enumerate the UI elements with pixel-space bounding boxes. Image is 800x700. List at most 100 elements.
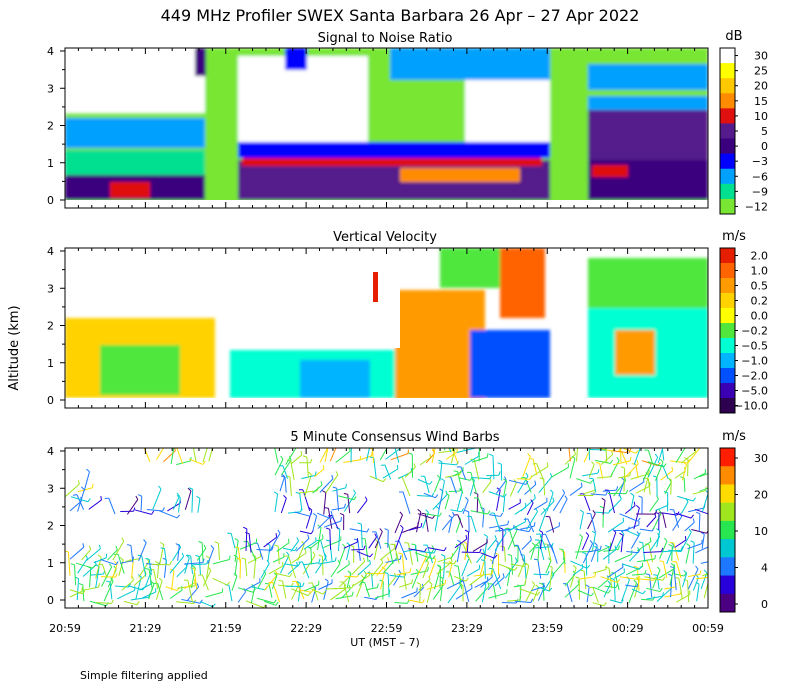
wind-barb-flag bbox=[427, 566, 429, 571]
wind-barb-flag bbox=[158, 485, 162, 490]
wind-barb-flag bbox=[310, 530, 314, 535]
wind-barb-staff bbox=[444, 495, 450, 510]
wind-barb-staff bbox=[190, 555, 194, 575]
wind-barb-flag bbox=[654, 510, 658, 515]
wind-barb-staff bbox=[455, 588, 473, 600]
y-tick-label: 3 bbox=[47, 82, 54, 95]
y-tick-label: 0 bbox=[47, 194, 54, 207]
wind-barb-flag bbox=[387, 557, 390, 562]
x-tick-label: 22:59 bbox=[371, 622, 403, 635]
wind-barb-flag bbox=[300, 450, 303, 456]
wind-barb-flag bbox=[286, 551, 290, 556]
wind-barb-staff bbox=[504, 560, 518, 579]
wind-barb-staff bbox=[100, 559, 117, 566]
wind-barb-flag bbox=[514, 525, 518, 530]
vv-region-top-green bbox=[440, 248, 500, 288]
wind-barb-staff bbox=[698, 473, 708, 478]
wind-barb-staff bbox=[641, 460, 659, 467]
wind-barb-staff bbox=[290, 460, 295, 480]
wind-barb-staff bbox=[647, 461, 664, 468]
wind-barb-staff bbox=[271, 575, 278, 590]
wind-barb-flag bbox=[353, 496, 357, 501]
wind-barb-flag bbox=[594, 545, 599, 549]
wind-barb-staff bbox=[538, 540, 545, 561]
wind-barb-flag bbox=[346, 542, 351, 546]
colorbar-label: 0.5 bbox=[751, 280, 769, 293]
wind-barb-staff bbox=[417, 478, 430, 485]
panel-title-vertical-velocity: Vertical Velocity bbox=[333, 230, 437, 245]
wind-barb-staff bbox=[417, 494, 433, 497]
wind-barb-staff bbox=[631, 588, 644, 595]
wind-barb-flag bbox=[648, 469, 650, 474]
wind-barb-staff bbox=[156, 448, 165, 460]
wind-barb-flag bbox=[92, 564, 96, 569]
wind-barb-flag bbox=[659, 587, 663, 592]
wind-barb-flag bbox=[297, 562, 301, 567]
wind-barb-staff bbox=[471, 477, 490, 480]
wind-barb-staff bbox=[375, 531, 382, 549]
wind-barb-flag bbox=[619, 532, 624, 536]
y-tick-label: 1 bbox=[47, 157, 54, 170]
wind-barb-flag bbox=[464, 529, 469, 533]
wind-barb-staff bbox=[614, 572, 620, 591]
wind-barb-flag bbox=[369, 559, 371, 564]
panel-title-snr: Signal to Noise Ratio bbox=[318, 31, 453, 46]
wind-barb-staff bbox=[417, 554, 428, 576]
wind-barb-staff bbox=[625, 584, 637, 588]
wind-barb-flag bbox=[108, 563, 113, 568]
wind-barb-staff bbox=[621, 524, 639, 533]
vv-heatmap bbox=[65, 248, 708, 408]
x-tick-label: 23:29 bbox=[451, 622, 483, 635]
colorbar-swatch bbox=[720, 484, 735, 504]
wind-barb-staff bbox=[703, 581, 708, 599]
colorbar-label: 25 bbox=[754, 65, 768, 78]
wind-barb-staff bbox=[268, 583, 273, 598]
wind-barb-staff bbox=[417, 513, 433, 519]
wind-barb-staff bbox=[488, 592, 507, 599]
vv-region-lower-mid-blue bbox=[300, 360, 370, 398]
wind-barb-staff bbox=[282, 580, 287, 599]
wind-barb-staff bbox=[424, 476, 430, 494]
wind-barb-staff bbox=[621, 563, 640, 570]
colorbar-swatch bbox=[720, 93, 735, 109]
wind-barb-flag bbox=[369, 553, 374, 558]
wind-barb-flag bbox=[454, 564, 459, 567]
wind-barb-flag bbox=[296, 537, 300, 542]
vv-gap-center bbox=[230, 248, 400, 348]
wind-barb-flag bbox=[404, 542, 409, 544]
wind-barb-flag bbox=[489, 453, 494, 457]
wind-barb-staff bbox=[274, 493, 279, 513]
colorbar-unit: m/s bbox=[722, 429, 746, 444]
wind-barb-staff bbox=[320, 540, 327, 562]
wind-barb-flag bbox=[186, 554, 191, 557]
panel-title-wind-barbs: 5 Minute Consensus Wind Barbs bbox=[290, 430, 499, 445]
wind-barb-staff bbox=[112, 540, 125, 561]
wind-barb-flag bbox=[443, 547, 447, 552]
wind-barb-staff bbox=[346, 573, 352, 588]
wind-barb-staff bbox=[318, 560, 336, 565]
wind-barb-flag bbox=[631, 434, 632, 438]
colorbar-swatch bbox=[720, 293, 735, 309]
wind-barb-staff bbox=[698, 513, 701, 532]
wind-barb-staff bbox=[172, 495, 180, 510]
wind-barb-flag bbox=[343, 584, 347, 589]
wind-barb-staff bbox=[546, 492, 554, 512]
wind-barb-flag bbox=[524, 562, 527, 567]
wind-barb-staff bbox=[470, 472, 477, 494]
wind-barb-staff bbox=[325, 474, 339, 494]
wind-barb-flag bbox=[434, 494, 439, 499]
wind-barb-staff bbox=[343, 459, 361, 463]
wind-barb-staff bbox=[681, 501, 689, 514]
wind-barb-flag bbox=[313, 512, 317, 517]
wind-barb-staff bbox=[633, 507, 640, 530]
wind-barb-flag bbox=[273, 491, 278, 495]
wind-barb-staff bbox=[184, 490, 192, 510]
wind-barb-staff bbox=[652, 512, 662, 530]
wind-barb-staff bbox=[448, 517, 453, 533]
wind-barb-flag bbox=[709, 511, 711, 514]
wind-barb-flag bbox=[81, 486, 85, 490]
colorbar-swatch bbox=[720, 183, 735, 200]
wind-barb-staff bbox=[88, 499, 102, 510]
wind-barb-flag bbox=[579, 509, 584, 513]
wind-barb-staff bbox=[508, 479, 526, 485]
